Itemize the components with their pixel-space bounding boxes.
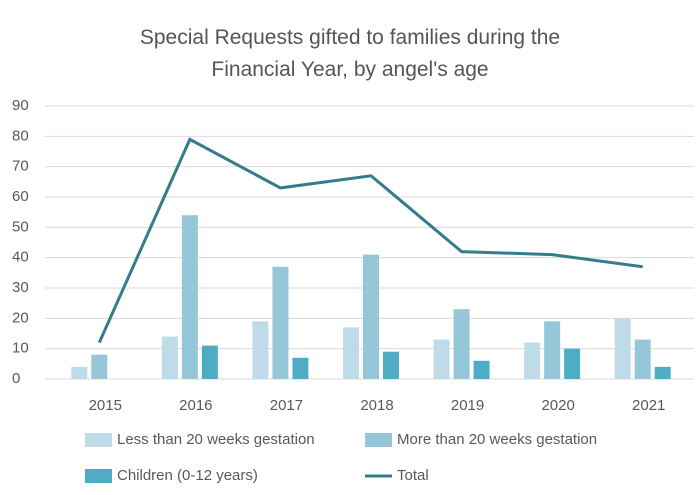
legend-label: Children (0-12 years) [117,467,258,484]
y-tick-label: 90 [12,97,29,114]
bar [453,309,470,379]
bar [544,321,561,379]
y-tick-label: 50 [12,218,29,235]
bar [181,215,198,379]
y-tick-label: 10 [12,340,29,357]
x-tick-label: 2017 [270,397,303,414]
y-tick-label: 80 [12,127,29,144]
x-tick-label: 2015 [89,397,122,414]
x-tick-label: 2019 [451,397,484,414]
x-tick-label: 2020 [541,397,574,414]
bar [654,366,671,379]
legend-label: Less than 20 weeks gestation [117,431,315,448]
bar [161,336,178,379]
bar [252,321,269,379]
bar [473,360,490,379]
legend-swatch [85,433,112,447]
x-tick-label: 2021 [632,397,665,414]
bar [564,348,581,379]
legend-swatch [85,469,112,483]
bar [272,266,289,379]
bar [292,357,309,379]
legend-label: Total [397,467,429,484]
y-tick-label: 20 [12,309,29,326]
bar [91,354,108,379]
x-tick-label: 2018 [360,397,393,414]
bar [433,339,450,379]
y-tick-label: 40 [12,249,29,266]
bar [363,254,379,379]
y-tick-label: 0 [12,370,20,387]
bar [343,327,359,379]
bar [524,342,541,379]
bar [634,339,651,379]
bar [71,366,88,379]
bar [383,351,399,379]
y-tick-label: 70 [12,158,29,175]
y-tick-label: 60 [12,188,29,205]
legend-label: More than 20 weeks gestation [397,431,597,448]
y-tick-label: 30 [12,279,29,296]
bar [614,318,631,379]
legend-swatch [365,433,392,447]
bar [201,345,218,379]
line [97,137,643,344]
x-tick-label: 2016 [179,397,212,414]
chart-title: Special Requests gifted to families duri… [139,26,561,81]
